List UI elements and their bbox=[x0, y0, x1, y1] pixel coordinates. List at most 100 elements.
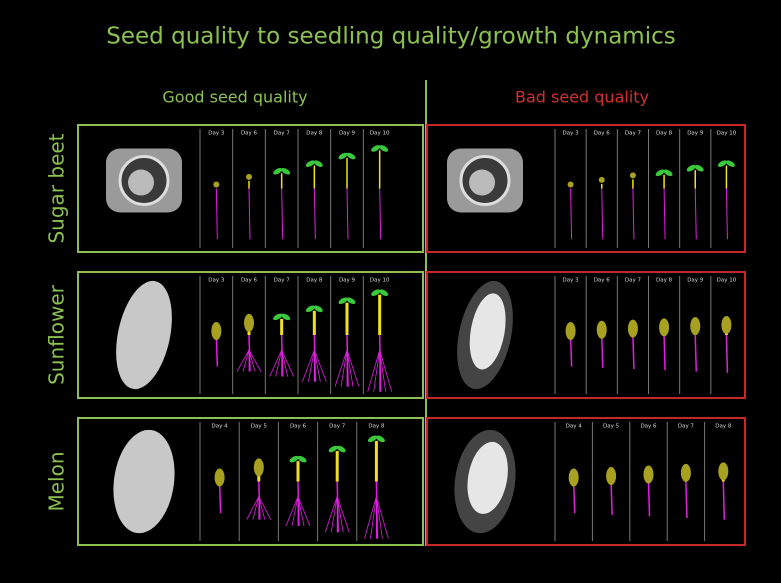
seed-image bbox=[116, 280, 172, 390]
seed-image bbox=[113, 429, 175, 534]
lateral-root bbox=[242, 349, 250, 372]
cotyledon bbox=[281, 167, 291, 175]
lateral-root bbox=[346, 349, 354, 387]
root bbox=[663, 188, 666, 240]
seed-coat bbox=[598, 176, 605, 183]
day-label: Day 6 bbox=[640, 424, 657, 430]
day-label: Day 6 bbox=[241, 278, 258, 284]
cotyledon bbox=[725, 160, 735, 167]
cotyledon bbox=[371, 289, 381, 296]
day-label: Day 10 bbox=[717, 131, 737, 137]
cotyledon bbox=[379, 145, 389, 152]
lateral-root bbox=[324, 496, 338, 533]
day-label: Day 9 bbox=[687, 131, 704, 137]
day-label: Day 7 bbox=[274, 131, 291, 137]
root bbox=[694, 188, 697, 240]
seed-coat bbox=[659, 318, 670, 337]
day-label: Day 7 bbox=[329, 424, 346, 430]
seed-coat bbox=[568, 468, 579, 487]
root bbox=[218, 481, 222, 514]
root bbox=[685, 481, 688, 519]
root bbox=[632, 188, 635, 240]
lateral-root bbox=[307, 349, 315, 382]
cotyledon bbox=[686, 164, 696, 172]
root bbox=[336, 481, 339, 533]
day-label: Day 9 bbox=[339, 131, 356, 137]
lateral-root bbox=[346, 349, 360, 387]
lateral-root bbox=[236, 349, 250, 372]
cotyledon bbox=[289, 455, 299, 463]
cotyledon bbox=[367, 435, 377, 443]
lateral-root bbox=[376, 496, 383, 539]
seed-embryo bbox=[469, 293, 506, 370]
root bbox=[647, 481, 651, 517]
root bbox=[570, 188, 573, 240]
lateral-root bbox=[336, 496, 350, 533]
root bbox=[215, 334, 219, 367]
day-label: Day 8 bbox=[306, 278, 323, 284]
lateral-root bbox=[297, 496, 305, 527]
seed-coat bbox=[596, 320, 607, 339]
root bbox=[379, 188, 382, 240]
root bbox=[313, 188, 316, 240]
seed-coat bbox=[214, 468, 225, 487]
day-label: Day 10 bbox=[370, 278, 390, 284]
row-label: Sugar beet bbox=[45, 133, 69, 243]
lateral-root bbox=[275, 349, 283, 377]
lateral-root bbox=[364, 496, 377, 539]
day-label: Day 3 bbox=[208, 131, 225, 137]
seed-embryo bbox=[467, 441, 508, 514]
cotyledon bbox=[281, 313, 291, 321]
row-label: Sunflower bbox=[45, 284, 69, 385]
seed-core bbox=[128, 169, 154, 196]
cotyledon bbox=[346, 152, 356, 160]
seed-coat bbox=[680, 463, 691, 482]
day-label: Day 6 bbox=[594, 278, 611, 284]
cotyledon bbox=[336, 445, 346, 453]
cotyledon bbox=[338, 297, 348, 305]
day-label: Day 5 bbox=[251, 424, 268, 430]
bad-header: Bad seed quality bbox=[515, 88, 649, 107]
day-label: Day 10 bbox=[717, 278, 737, 284]
root bbox=[248, 188, 251, 240]
title: Seed quality to seedling quality/growth … bbox=[106, 24, 675, 50]
lateral-root bbox=[313, 349, 327, 382]
root bbox=[601, 188, 604, 240]
lateral-root bbox=[258, 496, 272, 520]
lateral-root bbox=[334, 349, 348, 387]
seed-coat bbox=[718, 462, 729, 481]
day-label: Day 8 bbox=[368, 424, 385, 430]
seed-coat bbox=[211, 322, 222, 340]
row-label: Melon bbox=[45, 451, 69, 511]
seed-coat bbox=[606, 466, 617, 485]
root bbox=[601, 334, 604, 368]
lateral-root bbox=[269, 349, 283, 377]
root bbox=[663, 334, 666, 371]
root bbox=[281, 188, 284, 240]
seed-coat bbox=[721, 315, 732, 334]
root bbox=[572, 481, 576, 514]
day-label: Day 7 bbox=[274, 278, 291, 284]
lateral-root bbox=[248, 349, 262, 372]
root bbox=[280, 334, 284, 377]
lateral-root bbox=[301, 349, 315, 382]
seed-coat bbox=[244, 313, 254, 332]
root bbox=[722, 481, 726, 520]
lateral-root bbox=[281, 349, 295, 377]
cotyledon bbox=[313, 160, 323, 167]
root bbox=[725, 188, 728, 240]
lateral-root bbox=[340, 349, 348, 387]
day-label: Day 3 bbox=[563, 278, 580, 284]
lateral-root bbox=[246, 496, 260, 520]
root bbox=[569, 334, 573, 367]
root bbox=[375, 481, 379, 539]
day-label: Day 5 bbox=[603, 424, 620, 430]
seed-coat bbox=[246, 173, 252, 180]
seed-coat bbox=[565, 322, 576, 340]
cotyledon bbox=[379, 289, 389, 296]
root bbox=[632, 334, 635, 370]
lateral-root bbox=[379, 349, 393, 392]
root bbox=[725, 334, 729, 373]
cotyledon bbox=[273, 313, 283, 321]
